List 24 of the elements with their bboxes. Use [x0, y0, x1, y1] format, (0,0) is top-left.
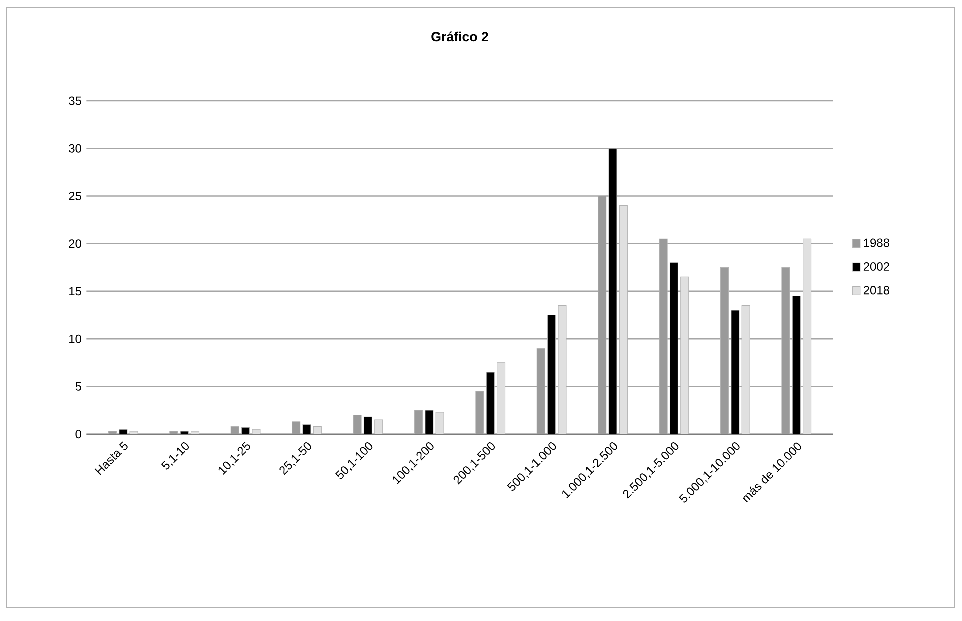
y-tick-label: 35: [69, 96, 82, 106]
y-tick-label: 5: [76, 382, 82, 391]
y-tick-label: 30: [69, 144, 82, 153]
bar: [364, 416, 372, 434]
y-tick-label: 15: [70, 287, 82, 296]
y-tick-label: 10: [70, 334, 82, 344]
legend-label: 2002: [864, 262, 890, 271]
bar: [792, 296, 801, 434]
y-tick-label: 25: [69, 192, 82, 200]
y-tick-label: 0: [76, 430, 82, 439]
bar: [742, 305, 750, 434]
bar: [619, 205, 628, 434]
bar: [731, 310, 740, 434]
bar: [548, 315, 556, 434]
y-tick-label: 20: [69, 240, 82, 248]
bar: [803, 238, 812, 434]
bar: [670, 262, 678, 434]
bar: [425, 410, 434, 434]
legend-label: 2018: [864, 286, 890, 295]
bar: [680, 276, 690, 434]
legend-label: 1988: [864, 238, 890, 248]
bar: [486, 372, 495, 434]
bar: [497, 362, 506, 434]
chart-title: Gráfico 2: [432, 32, 488, 42]
